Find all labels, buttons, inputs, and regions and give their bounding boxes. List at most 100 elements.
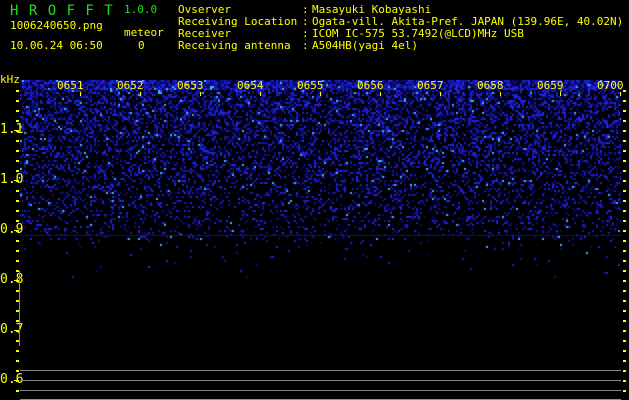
time-tick bbox=[140, 92, 141, 96]
time-label: 0658 bbox=[477, 79, 504, 92]
info-separator: : bbox=[302, 27, 309, 40]
y-minor-tick bbox=[16, 250, 19, 252]
y-minor-tick-right bbox=[623, 360, 626, 362]
y-minor-tick-right bbox=[623, 100, 626, 102]
y-minor-tick-right bbox=[623, 250, 626, 252]
scale-bar bbox=[19, 271, 20, 346]
time-tick bbox=[320, 92, 321, 96]
y-minor-tick bbox=[16, 200, 19, 202]
y-minor-tick-right bbox=[623, 220, 626, 222]
y-minor-tick bbox=[16, 130, 19, 132]
y-minor-tick bbox=[16, 210, 19, 212]
info-label: Receiver bbox=[178, 27, 231, 40]
time-label: 0653 bbox=[177, 79, 204, 92]
y-minor-tick bbox=[16, 230, 19, 232]
y-tick-label: 1.1 bbox=[0, 122, 24, 137]
grid-line bbox=[20, 390, 621, 391]
y-minor-tick-right bbox=[623, 160, 626, 162]
y-minor-tick-right bbox=[623, 140, 626, 142]
y-tick-label: 0.9 bbox=[0, 222, 24, 237]
y-minor-tick bbox=[16, 330, 19, 332]
y-minor-tick bbox=[16, 380, 19, 382]
y-minor-tick-right bbox=[623, 280, 626, 282]
meteor-label: meteor bbox=[124, 26, 164, 39]
time-tick bbox=[200, 92, 201, 96]
time-label: 0651 bbox=[57, 79, 84, 92]
time-label: 0652 bbox=[117, 79, 144, 92]
app-title: H R O F F T bbox=[10, 3, 114, 19]
filename: 1006240650.png bbox=[10, 19, 103, 32]
y-minor-tick bbox=[16, 350, 19, 352]
y-minor-tick-right bbox=[623, 320, 626, 322]
y-minor-tick-right bbox=[623, 340, 626, 342]
y-minor-tick bbox=[16, 110, 19, 112]
info-value: A504HB(yagi 4el) bbox=[312, 39, 418, 52]
time-tick bbox=[500, 92, 501, 96]
info-label: Ovserver bbox=[178, 3, 231, 16]
y-minor-tick-right bbox=[623, 370, 626, 372]
y-minor-tick bbox=[16, 180, 19, 182]
y-minor-tick bbox=[16, 150, 19, 152]
time-label: 0657 bbox=[417, 79, 444, 92]
y-minor-tick bbox=[16, 260, 19, 262]
time-tick bbox=[260, 92, 261, 96]
y-minor-tick bbox=[16, 390, 19, 392]
y-minor-tick-right bbox=[623, 130, 626, 132]
y-minor-tick bbox=[16, 140, 19, 142]
y-minor-tick-right bbox=[623, 270, 626, 272]
info-value: Ogata-vill. Akita-Pref. JAPAN (139.96E, … bbox=[312, 15, 624, 28]
spectrogram bbox=[20, 80, 621, 400]
y-minor-tick bbox=[16, 340, 19, 342]
y-minor-tick bbox=[16, 370, 19, 372]
y-minor-tick-right bbox=[623, 290, 626, 292]
y-minor-tick bbox=[16, 240, 19, 242]
y-minor-tick bbox=[16, 220, 19, 222]
datetime: 10.06.24 06:50 bbox=[10, 39, 103, 52]
app-version: 1.0.0 bbox=[124, 3, 158, 16]
y-minor-tick-right bbox=[623, 190, 626, 192]
y-minor-tick-right bbox=[623, 260, 626, 262]
time-label: 0655 bbox=[297, 79, 324, 92]
info-separator: : bbox=[302, 3, 309, 16]
y-minor-tick bbox=[16, 160, 19, 162]
y-minor-tick bbox=[16, 190, 19, 192]
y-minor-tick bbox=[16, 360, 19, 362]
y-minor-tick bbox=[16, 280, 19, 282]
y-minor-tick-right bbox=[623, 240, 626, 242]
grid-line bbox=[20, 370, 621, 371]
y-minor-tick-right bbox=[623, 230, 626, 232]
y-minor-tick bbox=[16, 290, 19, 292]
y-minor-tick-right bbox=[623, 150, 626, 152]
y-minor-tick bbox=[16, 270, 19, 272]
meteor-count: 0 bbox=[138, 39, 145, 52]
y-minor-tick bbox=[16, 320, 19, 322]
info-label: Receiving antenna bbox=[178, 39, 291, 52]
y-minor-tick-right bbox=[623, 200, 626, 202]
y-minor-tick-right bbox=[623, 170, 626, 172]
y-unit-label: kHz bbox=[0, 73, 20, 86]
time-tick bbox=[80, 92, 81, 96]
time-tick bbox=[440, 92, 441, 96]
y-minor-tick-right bbox=[623, 300, 626, 302]
y-minor-tick-right bbox=[623, 120, 626, 122]
time-tick bbox=[560, 92, 561, 96]
y-minor-tick bbox=[16, 100, 19, 102]
y-tick-label: 0.8 bbox=[0, 272, 24, 287]
y-minor-tick-right bbox=[623, 110, 626, 112]
grid-line bbox=[20, 380, 621, 381]
info-separator: : bbox=[302, 39, 309, 52]
y-tick-label: 0.6 bbox=[0, 372, 24, 387]
time-label: 0654 bbox=[237, 79, 264, 92]
y-minor-tick-right bbox=[623, 210, 626, 212]
y-tick-label: 1.0 bbox=[0, 172, 24, 187]
y-minor-tick bbox=[16, 170, 19, 172]
y-minor-tick-right bbox=[623, 350, 626, 352]
y-minor-tick-right bbox=[623, 380, 626, 382]
info-value: Masayuki Kobayashi bbox=[312, 3, 432, 16]
y-minor-tick bbox=[16, 90, 19, 92]
y-minor-tick-right bbox=[623, 390, 626, 392]
info-label: Receiving Location bbox=[178, 15, 298, 28]
y-minor-tick-right bbox=[623, 180, 626, 182]
y-minor-tick-right bbox=[623, 330, 626, 332]
